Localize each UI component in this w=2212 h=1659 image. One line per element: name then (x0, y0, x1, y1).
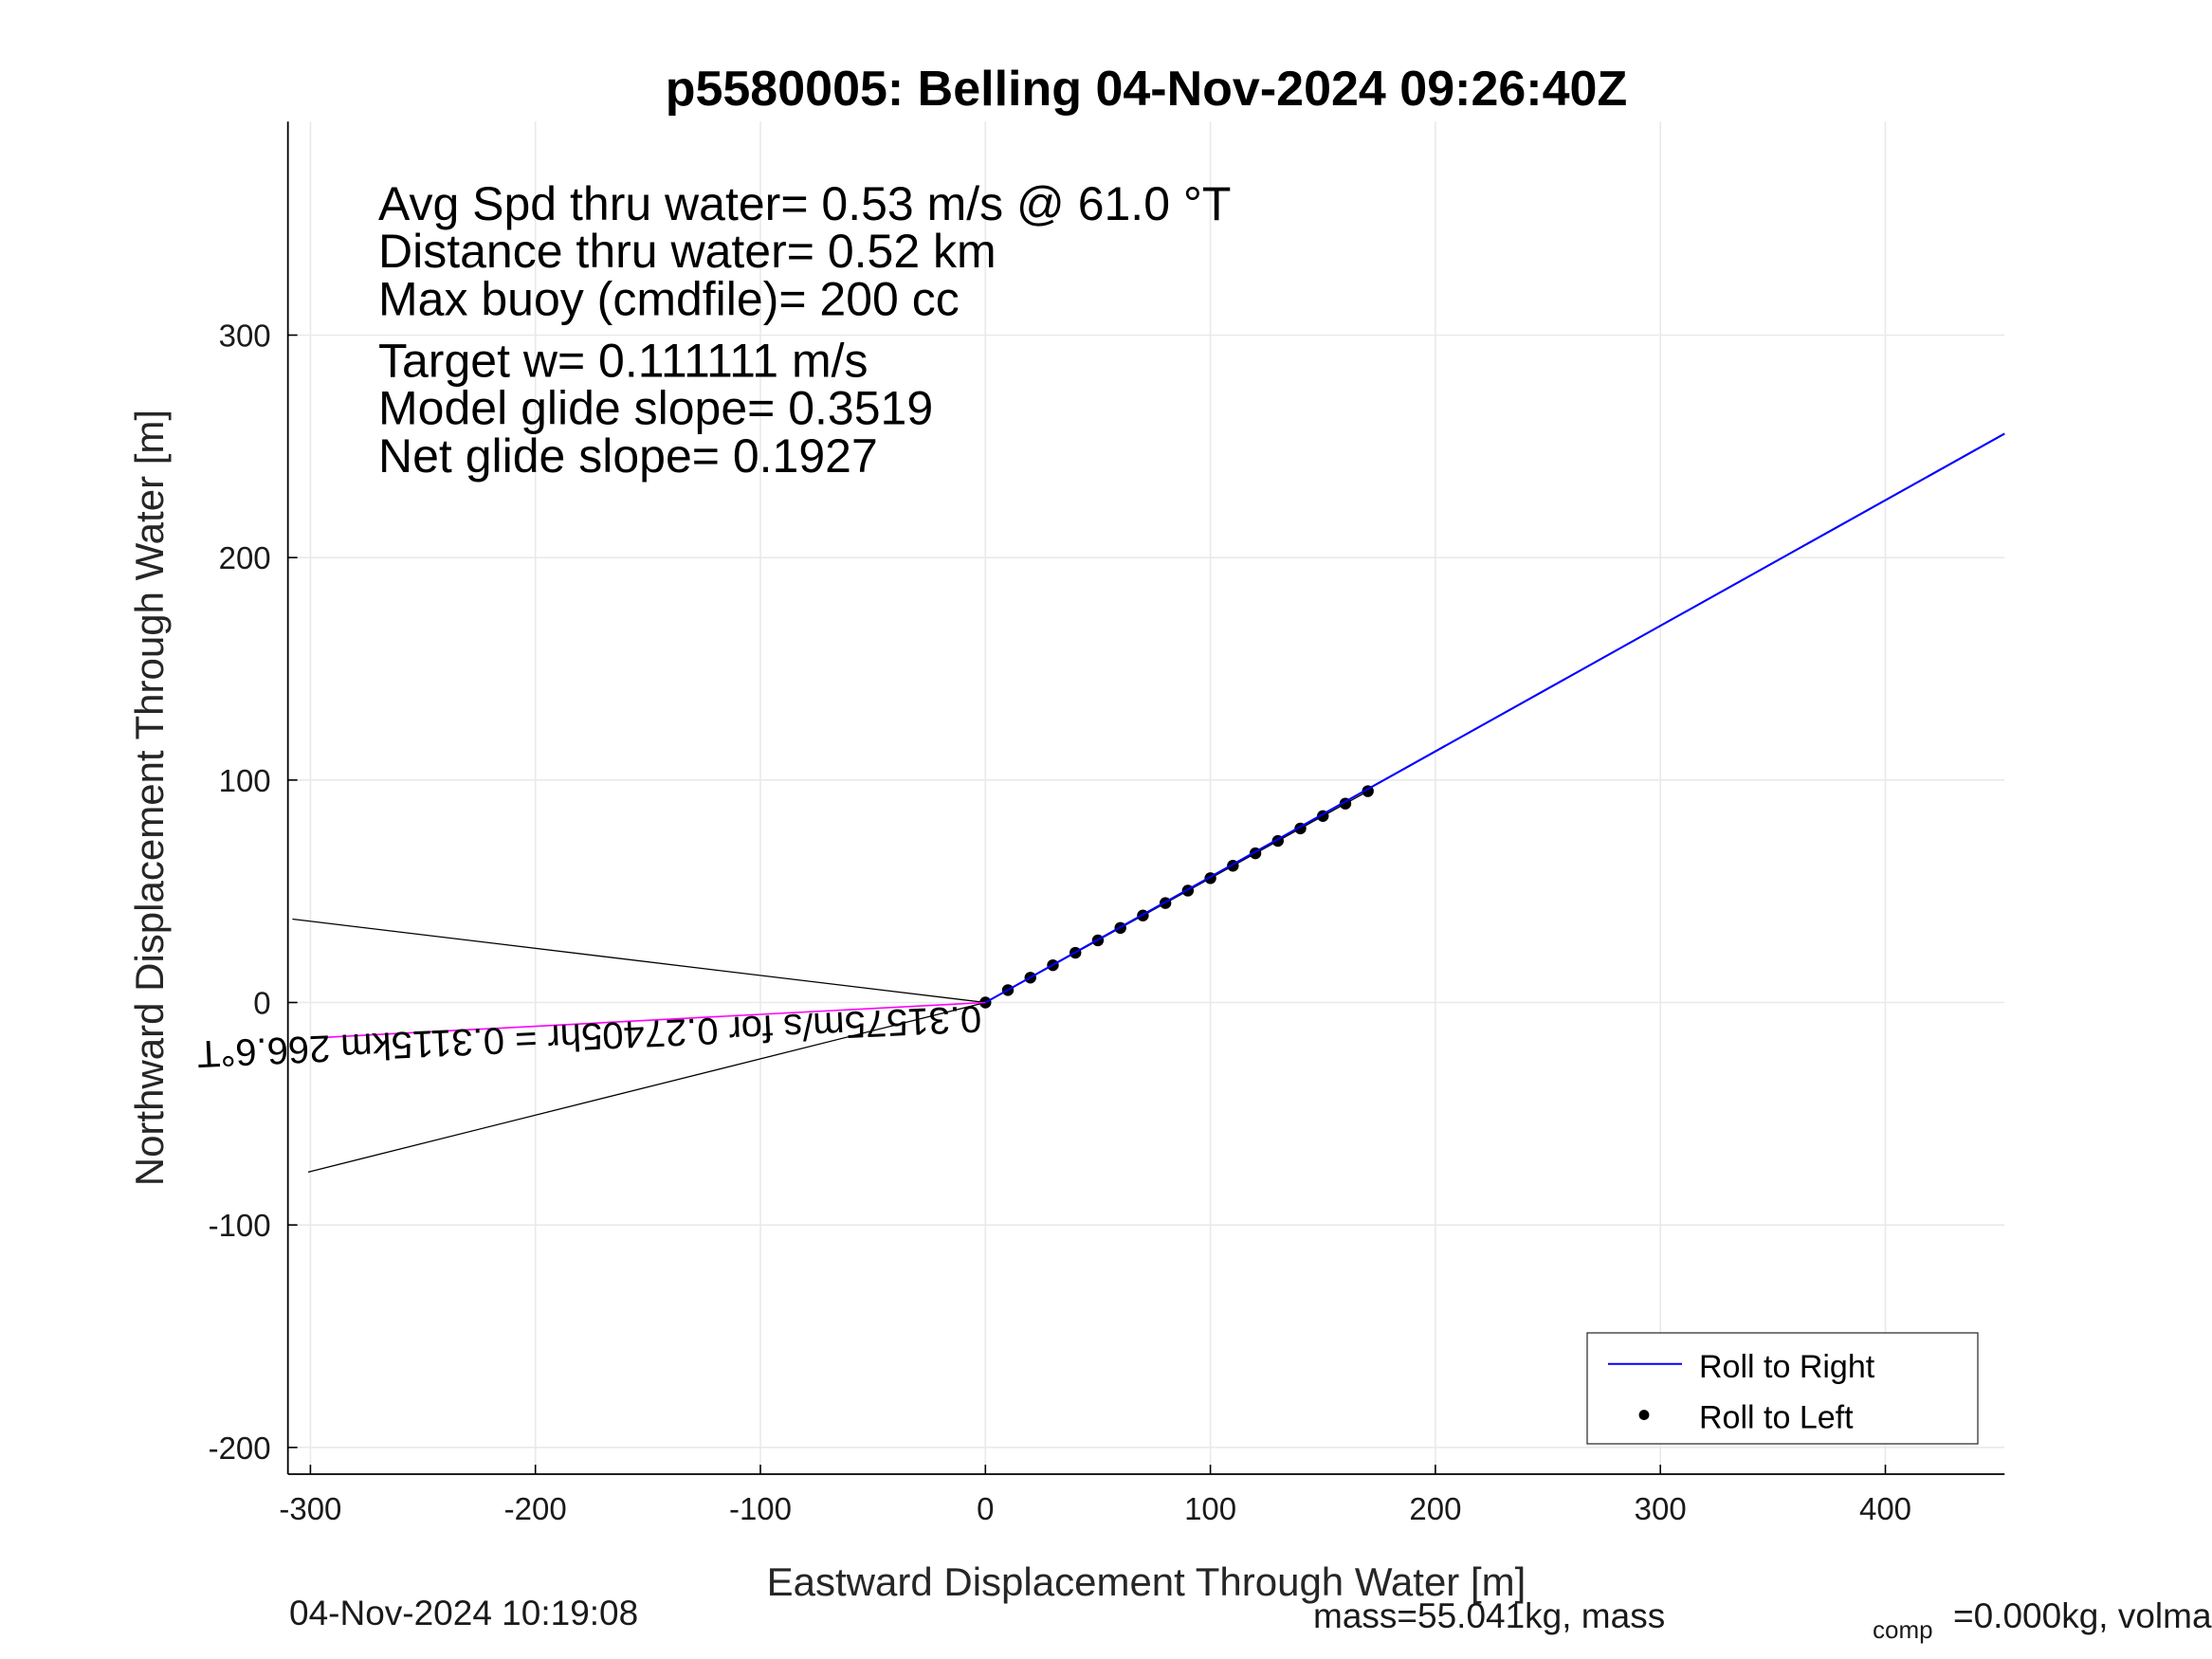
svg-text:p5580005: Belling 04-Nov-2024: p5580005: Belling 04-Nov-2024 09:26:40Z (666, 62, 1628, 117)
svg-text:mass=55.041kg, mass: mass=55.041kg, mass (1313, 1596, 1665, 1635)
svg-text:Max buoy (cmdfile)= 200 cc: Max buoy (cmdfile)= 200 cc (378, 273, 960, 326)
svg-text:Roll to Right: Roll to Right (1699, 1349, 1875, 1385)
svg-text:-200: -200 (209, 1431, 271, 1466)
svg-text:Roll to Left: Roll to Left (1699, 1400, 1854, 1436)
svg-text:comp: comp (1873, 1615, 1933, 1644)
svg-text:Distance thru water= 0.52 km: Distance thru water= 0.52 km (378, 225, 996, 278)
svg-text:Net glide slope= 0.1927: Net glide slope= 0.1927 (378, 429, 878, 483)
svg-text:200: 200 (219, 540, 271, 575)
svg-text:04-Nov-2024 10:19:08: 04-Nov-2024 10:19:08 (289, 1594, 638, 1632)
svg-text:200: 200 (1409, 1491, 1461, 1526)
svg-text:Model glide slope= 0.3519: Model glide slope= 0.3519 (378, 382, 933, 435)
svg-text:Northward Displacement Through: Northward Displacement Through Water [m] (127, 410, 172, 1186)
svg-text:=0.000kg, volmax: =0.000kg, volmax (1953, 1596, 2212, 1635)
svg-text:300: 300 (219, 318, 271, 353)
svg-text:-100: -100 (729, 1491, 792, 1526)
svg-text:400: 400 (1859, 1491, 1911, 1526)
svg-text:100: 100 (219, 763, 271, 798)
svg-text:Target w= 0.111111 m/s: Target w= 0.111111 m/s (378, 334, 868, 387)
svg-text:-100: -100 (209, 1208, 271, 1243)
svg-text:100: 100 (1184, 1491, 1236, 1526)
svg-text:-300: -300 (279, 1491, 341, 1526)
svg-text:0: 0 (977, 1491, 994, 1526)
svg-text:-200: -200 (504, 1491, 567, 1526)
svg-text:0: 0 (253, 986, 270, 1021)
svg-text:300: 300 (1635, 1491, 1687, 1526)
svg-text:Avg Spd thru water= 0.53 m/s: Avg Spd thru water= 0.53 m/s @ 61.0 °T (378, 177, 1231, 230)
